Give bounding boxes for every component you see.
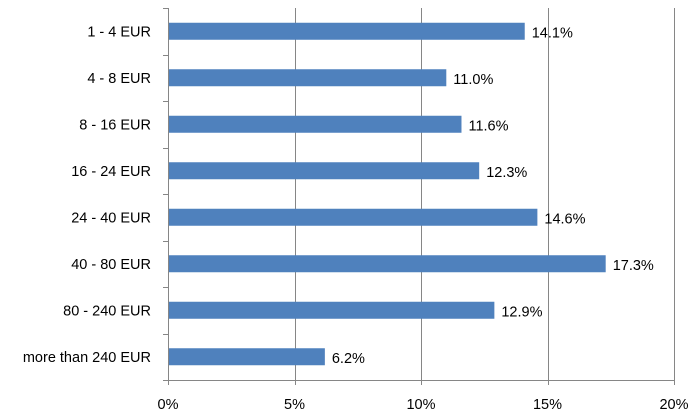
- category-label: 16 - 24 EUR: [71, 164, 151, 180]
- value-label: 11.0%: [453, 72, 493, 88]
- category-label: 40 - 80 EUR: [71, 257, 151, 273]
- bar: [169, 69, 447, 87]
- category-label: more than 240 EUR: [23, 350, 151, 366]
- value-label: 12.3%: [486, 165, 527, 181]
- bar: [169, 301, 495, 319]
- bar: [169, 162, 480, 180]
- category-label: 8 - 16 EUR: [79, 117, 151, 133]
- bar: [169, 255, 606, 273]
- bar: [169, 208, 538, 226]
- x-tick-label: 5%: [284, 397, 305, 413]
- x-tick-label: 15%: [533, 397, 562, 413]
- category-label: 1 - 4 EUR: [87, 24, 151, 40]
- x-tick-label: 10%: [406, 397, 435, 413]
- value-label: 6.2%: [332, 351, 365, 367]
- gridlines: [295, 8, 675, 380]
- axes: [163, 8, 675, 385]
- value-label: 11.6%: [468, 118, 508, 134]
- x-tick-label: 20%: [659, 397, 688, 413]
- bar: [169, 22, 525, 40]
- value-label: 17.3%: [613, 258, 654, 274]
- category-labels: 1 - 4 EUR 4 - 8 EUR 8 - 16 EUR 16 - 24 EUR 2…: [23, 24, 151, 366]
- value-labels: 14.1% 11.0% 11.6% 12.3% 14.6% 17.3% 12.9% 6.2%: [332, 25, 654, 367]
- bars: [169, 22, 606, 366]
- bar: [169, 348, 325, 366]
- category-label: 80 - 240 EUR: [63, 303, 151, 319]
- category-label: 24 - 40 EUR: [71, 210, 151, 226]
- x-tick-labels: 0% 5% 10% 15% 20%: [158, 397, 689, 413]
- x-tick-label: 0%: [158, 397, 179, 413]
- value-label: 14.1%: [532, 25, 573, 41]
- bar: [169, 115, 462, 133]
- value-label: 14.6%: [544, 211, 585, 227]
- category-label: 4 - 8 EUR: [87, 71, 151, 87]
- value-label: 12.9%: [501, 304, 542, 320]
